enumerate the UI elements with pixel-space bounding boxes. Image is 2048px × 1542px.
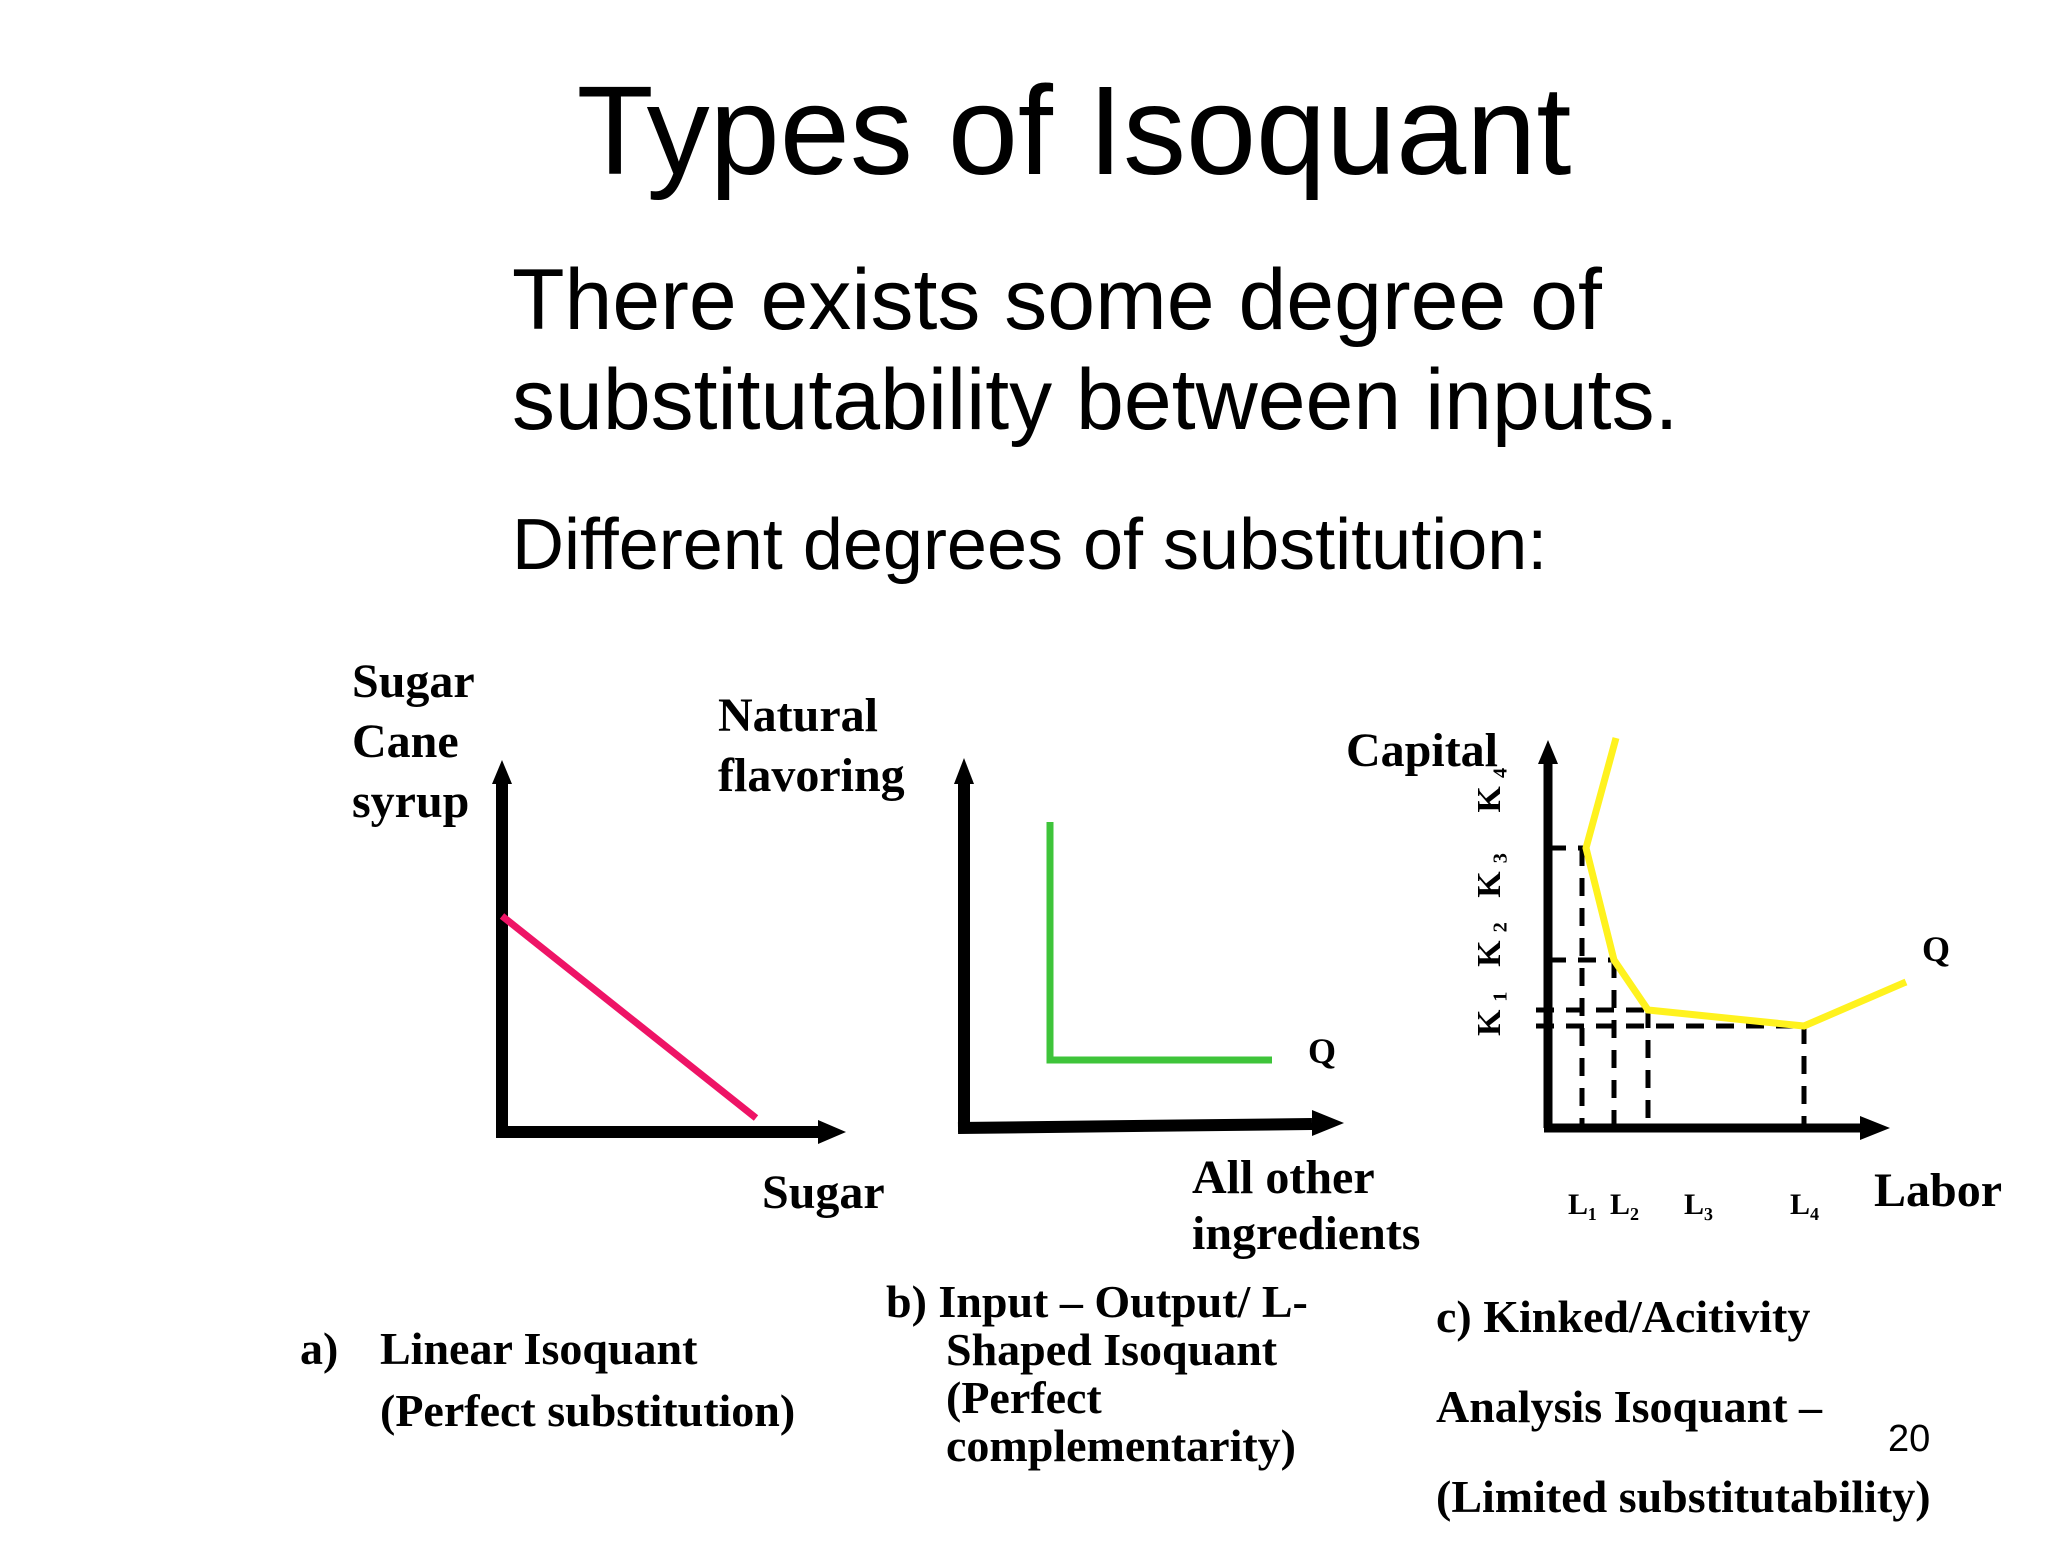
slide-title: Types of Isoquant — [576, 60, 1572, 201]
panel-a-caption-1: Linear Isoquant — [380, 1323, 698, 1374]
panel-b-y-label-1: Natural — [718, 689, 878, 742]
l3-tick: L₃ — [1684, 1188, 1714, 1221]
panel-c-caption-3: (Limited substitutability) — [1436, 1471, 1931, 1522]
panel-a-linear — [492, 760, 846, 1144]
panel-c-y-label: Capital — [1346, 724, 1499, 777]
l1-tick: L₁ — [1568, 1188, 1598, 1221]
intro-line-2: substitutability between inputs. — [512, 352, 1679, 448]
panel-a-isoquant-line — [499, 913, 759, 1121]
panel-b-caption-2: Shaped Isoquant — [946, 1324, 1278, 1375]
panel-b-q-label: Q — [1308, 1031, 1337, 1071]
panel-b-caption-3: (Perfect — [946, 1372, 1102, 1423]
panel-c-kinked — [1536, 737, 1908, 1140]
k2-tick: K₂ — [1471, 914, 1508, 967]
panel-b-isoquant-l — [1046, 822, 1272, 1064]
panel-b-y-label-2: flavoring — [718, 749, 905, 802]
k4-tick: K₄ — [1471, 759, 1508, 813]
panel-c-y-arrowhead — [1538, 740, 1558, 764]
panel-c-x-arrowhead — [1860, 1116, 1890, 1140]
page-number: 20 — [1888, 1418, 1931, 1460]
panel-b-caption-1: b) Input – Output/ L- — [886, 1276, 1308, 1327]
panel-c-k-ticks: K₁ K₂ K₃ K₄ — [1465, 760, 1515, 1036]
panel-b-x-label-2: ingredients — [1192, 1207, 1421, 1260]
l4-tick: L₄ — [1790, 1188, 1820, 1221]
panel-a-x-arrowhead — [818, 1120, 846, 1144]
panel-c-q-label: Q — [1922, 929, 1951, 969]
panel-c-guides — [1536, 845, 1807, 1124]
panel-b-y-label: Natural flavoring — [718, 686, 905, 806]
panel-a-caption-2: (Perfect substitution) — [380, 1385, 796, 1436]
panel-a-caption: Linear Isoquant (Perfect substitution) — [380, 1318, 795, 1442]
panel-b-caption-4: complementarity) — [946, 1420, 1296, 1471]
l2-tick: L₂ — [1610, 1188, 1640, 1221]
panel-b-x-arrowhead — [1312, 1110, 1344, 1136]
panel-a-x-label: Sugar — [762, 1166, 885, 1219]
panel-a-y-label-1: Sugar — [352, 655, 475, 708]
panel-b-x-label-1: All other — [1192, 1151, 1375, 1204]
panel-b-l-shaped — [954, 758, 1344, 1136]
panel-a-y-label-2: Cane — [352, 715, 459, 768]
panel-a-y-label: Sugar Cane syrup — [352, 652, 475, 832]
intro-line-1: There exists some degree of — [512, 252, 1602, 348]
panel-a-y-arrowhead — [492, 760, 512, 784]
panel-c-kinked-isoquant — [1582, 737, 1908, 1030]
panel-a-y-label-3: syrup — [352, 775, 470, 828]
panel-a-caption-marker: a) — [300, 1323, 339, 1374]
panel-b-caption: b) Input – Output/ L- Shaped Isoquant (P… — [886, 1278, 1308, 1470]
intro-line-3: Different degrees of substitution: — [512, 505, 1548, 585]
intro-text: There exists some degree of substitutabi… — [512, 250, 1678, 450]
panel-c-caption: c) Kinked/Acitivity Analysis Isoquant – … — [1436, 1272, 1931, 1542]
panel-c-x-label: Labor — [1874, 1164, 2003, 1217]
k1-tick: K₁ — [1471, 983, 1508, 1036]
panel-b-x-label: All other ingredients — [1192, 1150, 1420, 1262]
panel-c-caption-2: Analysis Isoquant – — [1436, 1381, 1823, 1432]
panel-c-caption-1: c) Kinked/Acitivity — [1436, 1291, 1811, 1342]
panel-b-y-arrowhead — [954, 758, 974, 784]
k3-tick: K₃ — [1471, 845, 1508, 898]
panel-b-x-axis — [957, 1118, 1313, 1134]
